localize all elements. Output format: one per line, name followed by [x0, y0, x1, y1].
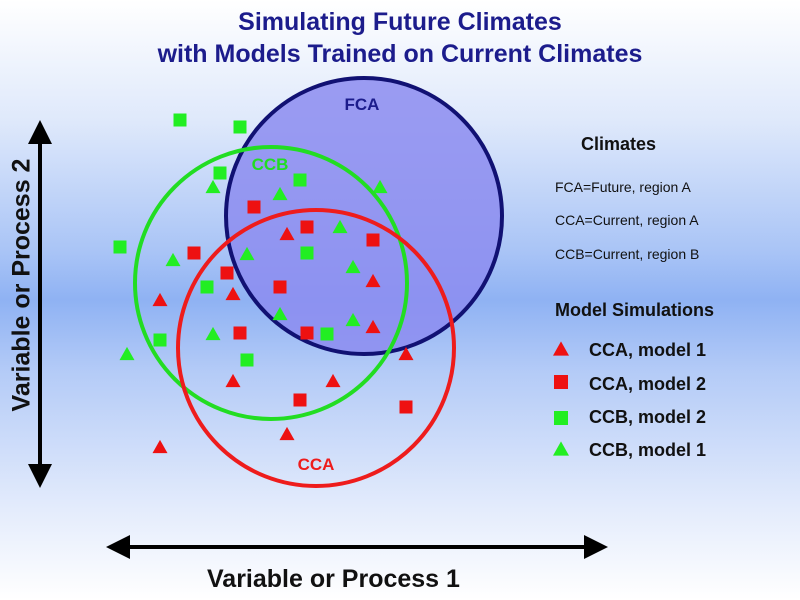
green-square-point — [113, 240, 127, 254]
green-triangle-point — [345, 312, 361, 327]
model-legend-ccb-model-1: CCB, model 1 — [589, 440, 707, 460]
red-square-point — [233, 326, 247, 340]
red-triangle-point — [225, 373, 241, 388]
x-axis-label: Variable or Process 1 — [207, 565, 460, 593]
legend-markers — [553, 341, 569, 456]
cca-circle — [176, 208, 456, 488]
green-triangle-point — [239, 246, 255, 261]
fca-label: FCA — [345, 95, 380, 114]
red-triangle-point — [152, 439, 168, 454]
red-square-point — [247, 200, 261, 214]
red-triangle-point — [398, 346, 414, 361]
ccb-circle — [133, 145, 409, 421]
red-square-point — [187, 246, 201, 260]
green-triangle-point — [345, 259, 361, 274]
green-triangle-point — [332, 219, 348, 234]
green-square-point — [233, 120, 247, 134]
green-square-point — [153, 333, 167, 347]
green-square-point — [213, 166, 227, 180]
climates-legend-title: Climates — [581, 134, 657, 154]
red-triangle-point — [365, 273, 381, 288]
legend-marker-triangle — [553, 341, 569, 356]
fca-circle — [224, 76, 504, 356]
green-square-point — [293, 173, 307, 187]
climate-legend-ccb: CCB=Current, region B — [555, 246, 700, 262]
red-triangle-point — [225, 286, 241, 301]
model-legend-title: Model Simulations — [555, 300, 715, 320]
legend-marker-square — [554, 411, 568, 425]
model-legend-cca-model-1: CCA, model 1 — [589, 340, 707, 360]
green-triangle-point — [205, 179, 221, 194]
red-square-point — [399, 400, 413, 414]
green-square-point — [200, 280, 214, 294]
green-triangle-point — [119, 346, 135, 361]
y-axis-label: Variable or Process 2 — [7, 158, 36, 412]
climate-legend-fca: FCA=Future, region A — [555, 179, 691, 195]
model-legend-cca-model-2: CCA, model 2 — [589, 374, 707, 394]
red-square-point — [300, 326, 314, 340]
ccb-label: CCB — [252, 155, 289, 174]
green-square-point — [173, 113, 187, 127]
climate-legend-cca: CCA=Current, region A — [555, 212, 699, 228]
green-triangle-point — [165, 252, 181, 267]
red-triangle-point — [279, 226, 295, 241]
legend-marker-square — [554, 375, 568, 389]
red-square-point — [366, 233, 380, 247]
red-square-point — [220, 266, 234, 280]
green-square-point — [300, 246, 314, 260]
green-triangle-point — [372, 179, 388, 194]
model-legend-ccb-model-2: CCB, model 2 — [589, 407, 707, 427]
cca-label: CCA — [298, 455, 335, 474]
green-triangle-point — [272, 306, 288, 321]
simulation-points — [113, 113, 414, 454]
legend-marker-triangle — [553, 441, 569, 456]
green-square-point — [320, 327, 334, 341]
green-square-point — [240, 353, 254, 367]
red-square-point — [300, 220, 314, 234]
title-line-2: with Models Trained on Current Climates — [157, 40, 643, 68]
red-triangle-point — [152, 292, 168, 307]
green-triangle-point — [205, 326, 221, 341]
red-square-point — [293, 393, 307, 407]
red-triangle-point — [325, 373, 341, 388]
red-triangle-point — [279, 426, 295, 441]
green-triangle-point — [272, 186, 288, 201]
title-line-1: Simulating Future Climates — [238, 8, 562, 36]
red-triangle-point — [365, 319, 381, 334]
red-square-point — [273, 280, 287, 294]
